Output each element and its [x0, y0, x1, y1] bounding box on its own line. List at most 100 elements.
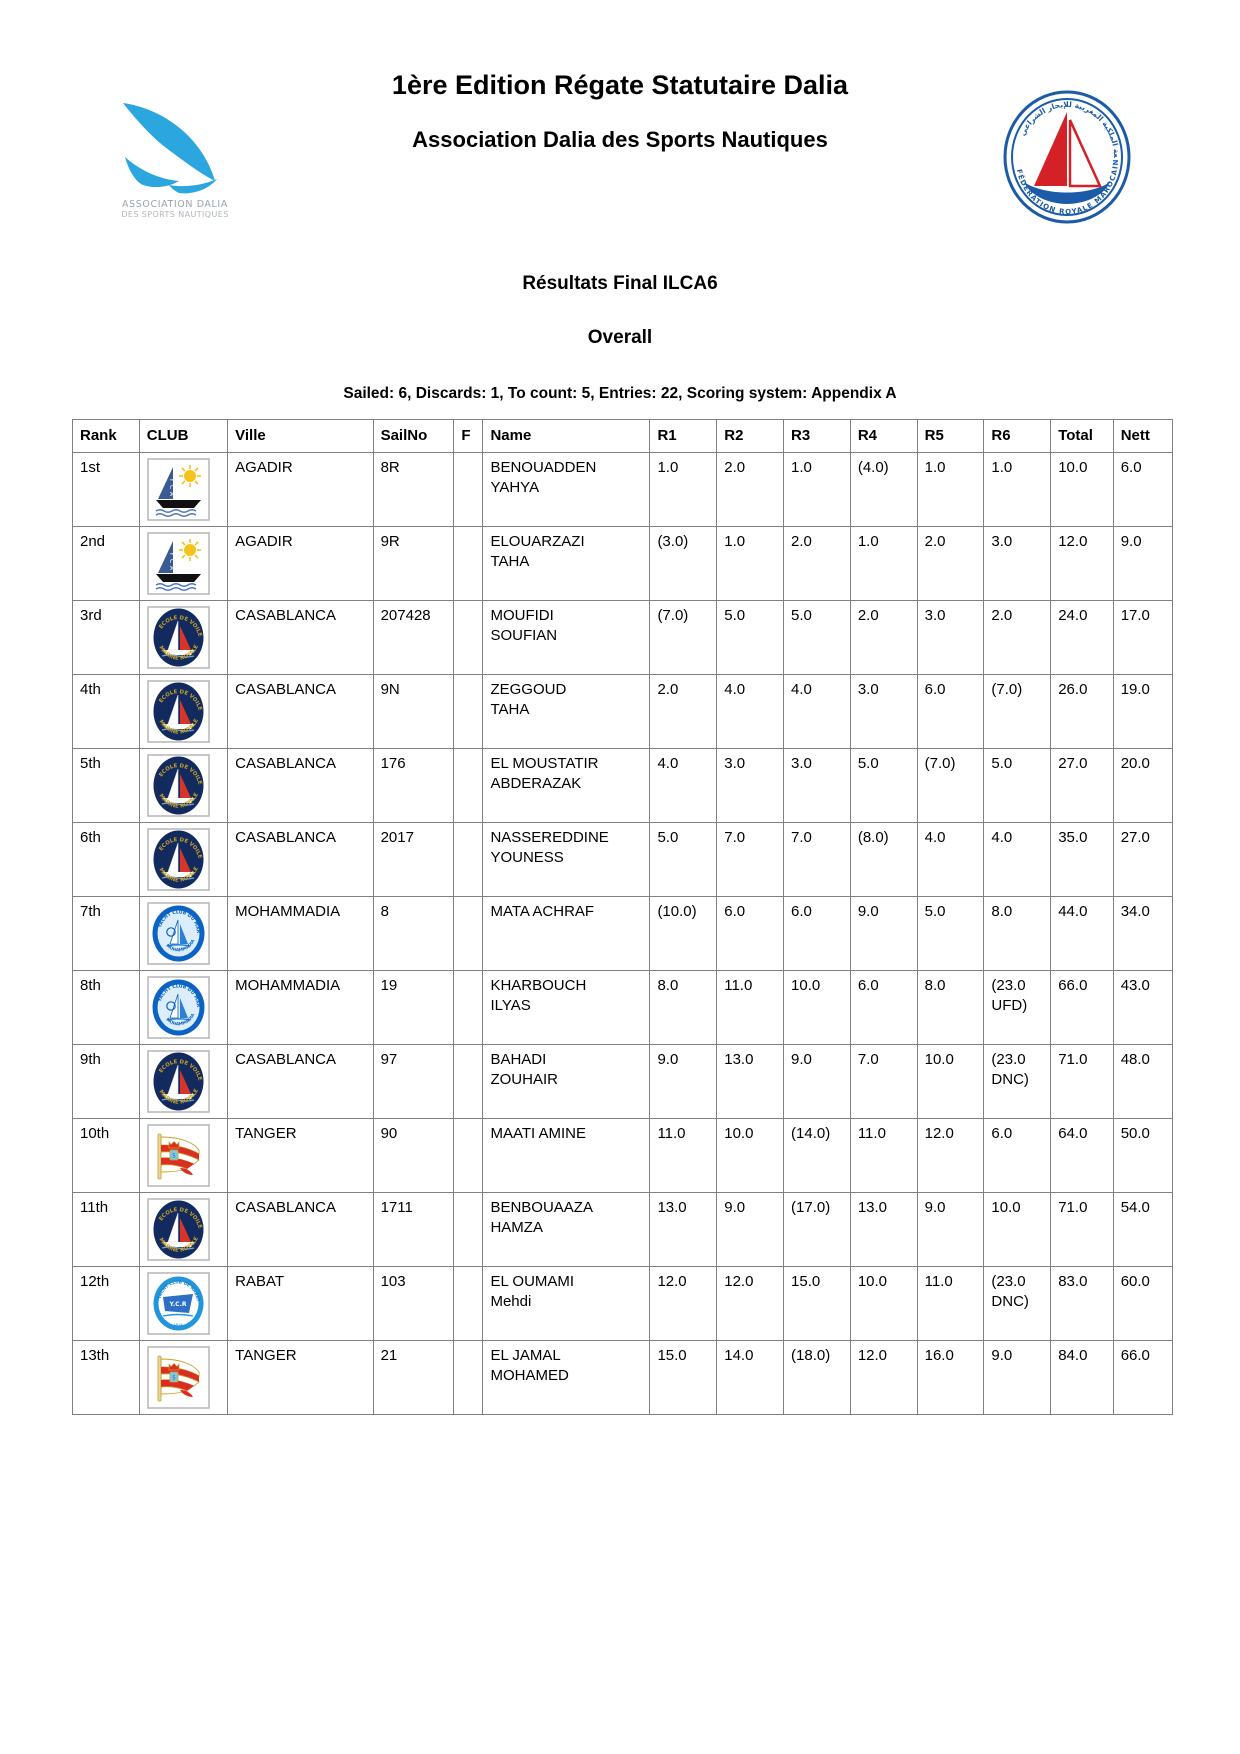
- cell-r4: (4.0): [849, 452, 918, 527]
- cell-r2: 10.0: [716, 1118, 785, 1193]
- cell-r3: 3.0: [783, 748, 851, 823]
- table-row: 13th 5 TANGER 21 EL JAMAL MOHAMED 15.0 14.0 (18.…: [72, 1340, 1174, 1415]
- cell-r6: 2.0: [983, 600, 1052, 675]
- cell-r2: 11.0: [716, 970, 785, 1045]
- cell-ville: TANGER: [227, 1340, 374, 1415]
- column-header-r5: R5: [916, 419, 985, 453]
- cell-total: 64.0: [1050, 1118, 1114, 1193]
- cell-nett: 27.0: [1112, 822, 1174, 897]
- column-header-club: CLUB: [138, 419, 229, 453]
- tanger-burgee-badge: 5: [147, 1124, 221, 1187]
- page-header: ASSOCIATION DALIA DES SPORTS NAUTIQUES 1…: [0, 0, 1240, 225]
- cell-f: [453, 1044, 484, 1119]
- tanger-burgee-badge: 5: [147, 1346, 221, 1409]
- table-row: 4th ECOLE DE VOILE MARINE ROYALE CASABLANCA…: [72, 674, 1174, 749]
- cell-r3: (18.0): [783, 1340, 851, 1415]
- table-row: 12th YACHT CLUB DE RABAT Y.C.R 1919 RABAT 103…: [72, 1266, 1174, 1341]
- cell-name: MATA ACHRAF: [482, 896, 651, 971]
- svg-text:1919: 1919: [173, 1323, 183, 1327]
- name-line-2: TAHA: [490, 701, 530, 718]
- cell-rank: 8th: [72, 970, 140, 1045]
- dalia-logo-text-line1: ASSOCIATION DALIA: [122, 199, 228, 210]
- table-row: 11th ECOLE DE VOILE MARINE ROYALE CASABLANC…: [72, 1192, 1174, 1267]
- cell-r1: (3.0): [649, 526, 718, 601]
- cell-rank: 12th: [72, 1266, 140, 1341]
- table-row: 10th 5 TANGER 90 MAATI AMINE 11.0 10.0 (14.0) 11…: [72, 1118, 1174, 1193]
- cell-r5: 3.0: [916, 600, 985, 675]
- cell-f: [453, 748, 484, 823]
- cell-total: 71.0: [1050, 1044, 1114, 1119]
- cell-f: [453, 822, 484, 897]
- cell-rank: 11th: [72, 1192, 140, 1267]
- cell-r1: 12.0: [649, 1266, 718, 1341]
- cell-total: 24.0: [1050, 600, 1114, 675]
- cell-total: 35.0: [1050, 822, 1114, 897]
- cell-r1: 4.0: [649, 748, 718, 823]
- series-info-line: Sailed: 6, Discards: 1, To count: 5, Ent…: [343, 385, 897, 402]
- name-line-1: BAHADI: [490, 1051, 547, 1068]
- name-line-2: ILYAS: [490, 997, 531, 1014]
- cell-club-badge: ECOLE DE VOILE MARINE ROYALE: [138, 822, 229, 897]
- cell-r2: 2.0: [716, 452, 785, 527]
- page-title: 1ère Edition Régate Statutaire Dalia: [391, 70, 849, 100]
- cell-r3: 9.0: [783, 1044, 851, 1119]
- cell-ville: CASABLANCA: [227, 1044, 374, 1119]
- cell-r2: 7.0: [716, 822, 785, 897]
- cell-r5: 11.0: [916, 1266, 985, 1341]
- cell-total: 66.0: [1050, 970, 1114, 1045]
- column-header-r2: R2: [716, 419, 785, 453]
- svg-text:Y: Y: [168, 477, 175, 482]
- cell-total: 84.0: [1050, 1340, 1114, 1415]
- cell-f: [453, 970, 484, 1045]
- cell-r4: 12.0: [849, 1340, 918, 1415]
- cell-r1: 15.0: [649, 1340, 718, 1415]
- cell-total: 44.0: [1050, 896, 1114, 971]
- cell-r6: 10.0: [983, 1192, 1052, 1267]
- cell-total: 26.0: [1050, 674, 1114, 749]
- cell-r3: 7.0: [783, 822, 851, 897]
- name-line-1: KHARBOUCH: [490, 977, 587, 994]
- cell-r6: 6.0: [983, 1118, 1052, 1193]
- cell-r4: 9.0: [849, 896, 918, 971]
- results-heading: Résultats Final ILCA6: [522, 273, 718, 294]
- cell-r1: 5.0: [649, 822, 718, 897]
- name-line-1: MOUFIDI: [490, 607, 554, 624]
- cell-ville: MOHAMMADIA: [227, 970, 374, 1045]
- cell-rank: 9th: [72, 1044, 140, 1119]
- marine-royale-badge: ECOLE DE VOILE MARINE ROYALE: [147, 1198, 221, 1261]
- cell-rank: 2nd: [72, 526, 140, 601]
- cell-nett: 60.0: [1112, 1266, 1174, 1341]
- cell-name: MOUFIDI SOUFIAN: [482, 600, 651, 675]
- table-row: 6th ECOLE DE VOILE MARINE ROYALE CASABLANCA…: [72, 822, 1174, 897]
- svg-text:5: 5: [172, 1154, 176, 1160]
- column-header-nett: Nett: [1112, 419, 1174, 453]
- cell-nett: 66.0: [1112, 1340, 1174, 1415]
- cell-club-badge: YACHT CLUB DE RABAT Y.C.R 1919: [138, 1266, 229, 1341]
- name-line-1: NASSEREDDINE: [490, 829, 609, 846]
- yacht-club-mohammadia-badge: YACHT CLUB DU MAROCMOHAMMADIA: [147, 976, 221, 1039]
- cell-r3: 4.0: [783, 674, 851, 749]
- cell-sailno: 1711: [372, 1192, 455, 1267]
- dalia-logo-text-line2: DES SPORTS NAUTIQUES: [121, 210, 228, 219]
- cell-f: [453, 1340, 484, 1415]
- name-line-1: BENBOUAAZA: [490, 1199, 593, 1216]
- cell-total: 71.0: [1050, 1192, 1114, 1267]
- cell-nett: 48.0: [1112, 1044, 1174, 1119]
- cell-sailno: 19: [372, 970, 455, 1045]
- cell-r6: (23.0 DNC): [983, 1266, 1052, 1341]
- results-table-body: 1st Y C A AGADIR 8R BENOUADDEN YAHYA 1.0 2.0 1.0 (4…: [72, 452, 1174, 1415]
- cell-club-badge: ECOLE DE VOILE MARINE ROYALE: [138, 748, 229, 823]
- column-header-r3: R3: [783, 419, 851, 453]
- cell-nett: 43.0: [1112, 970, 1174, 1045]
- svg-text:Y: Y: [168, 551, 175, 556]
- cell-sailno: 207428: [372, 600, 455, 675]
- cell-rank: 3rd: [72, 600, 140, 675]
- cell-r4: 7.0: [849, 1044, 918, 1119]
- cell-r1: 1.0: [649, 452, 718, 527]
- cell-r6: 3.0: [983, 526, 1052, 601]
- name-line-2: HAMZA: [490, 1219, 543, 1236]
